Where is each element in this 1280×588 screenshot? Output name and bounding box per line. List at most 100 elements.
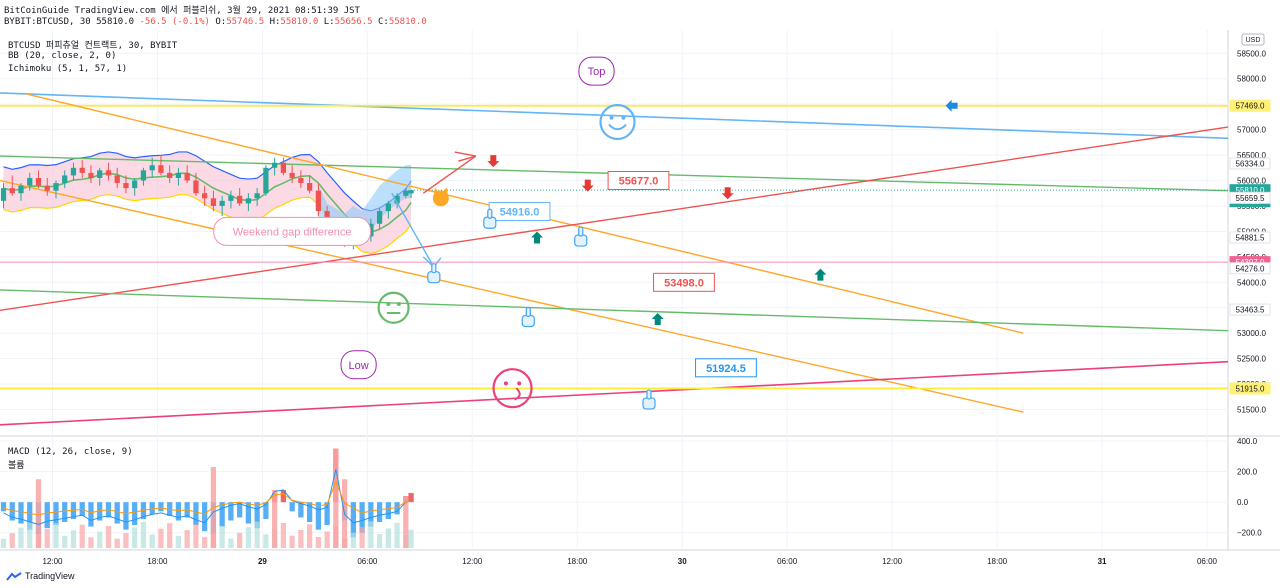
macd-histogram-bar (263, 502, 269, 519)
macd-histogram-bar (27, 502, 33, 530)
chart-area[interactable]: 58500.058000.057500.057000.056500.056000… (0, 30, 1280, 570)
neutral-face-icon (377, 291, 410, 324)
trendline (0, 360, 1229, 426)
price-axis-label: 54881.5 (1229, 231, 1271, 244)
macd-tick-label: −200.0 (1237, 529, 1262, 538)
candle (228, 190, 234, 209)
candle (307, 175, 313, 194)
volume-bar (280, 522, 287, 548)
time-tick-label: 12:00 (42, 557, 63, 566)
confused-face-icon (492, 368, 533, 409)
candle (298, 170, 304, 189)
volume-bar (298, 529, 304, 548)
time-tick-label: 12:00 (462, 557, 483, 566)
smiley-face-icon-mouth (608, 123, 627, 131)
candle (202, 185, 208, 206)
volume-bar (315, 537, 321, 548)
macd-histogram-bar (53, 502, 59, 526)
macd-line (3, 469, 412, 525)
candle (219, 195, 225, 217)
candle-body (114, 175, 120, 184)
annotation-callout-text: 54916.0 (500, 207, 540, 219)
tradingview-logo[interactable]: TradingView (6, 571, 75, 581)
macd-histogram-bar (44, 502, 50, 529)
volume-bar (70, 530, 77, 548)
arrow-up-icon (531, 231, 544, 244)
time-tick-label: 12:00 (882, 557, 903, 566)
macd-histogram-bar (237, 502, 243, 518)
time-tick-label: 18:00 (987, 557, 1008, 566)
candle-body (376, 211, 383, 224)
volume-bar (105, 526, 112, 548)
annotation-bubble-text: Weekend gap difference (233, 226, 352, 238)
projection-arrow-down (391, 192, 435, 268)
time-tick-label: 29 (258, 557, 267, 566)
candle-body (254, 193, 260, 199)
candle-body (184, 172, 190, 181)
volume-bar (175, 535, 182, 548)
macd-histogram-bar (254, 502, 260, 529)
volume-bar (53, 523, 59, 548)
open-value: 55746.5 (226, 17, 265, 27)
candle (272, 157, 278, 176)
currency-label: USD (1246, 37, 1261, 44)
candle-body (307, 183, 313, 191)
pointer-hand-icon (483, 208, 497, 229)
annotation-callout-bg (607, 171, 670, 191)
volume-bar (140, 521, 147, 548)
macd-histogram-bar (9, 502, 15, 521)
volume-bar (219, 525, 225, 548)
arrow-down-icon (581, 179, 594, 192)
candle-body (315, 190, 321, 212)
time-tick-label: 18:00 (567, 557, 588, 566)
candle-body (123, 183, 129, 189)
price-axis-label-text: 51915.0 (1236, 384, 1265, 393)
price-axis-label-bg (1229, 191, 1271, 204)
price-axis-label-text: 56334.0 (1236, 160, 1265, 169)
volume-bar (394, 522, 400, 548)
macd-histogram-bar (280, 489, 287, 503)
time-tick-label: 31 (1098, 557, 1107, 566)
candle (263, 165, 269, 196)
candle (140, 167, 147, 186)
publish-info: BitCoinGuide TradingView.com 에서 퍼블리쉬, 3월… (4, 6, 360, 16)
low-value: 55656.5 (334, 17, 373, 27)
annotation-bubble-bg (578, 56, 615, 86)
bollinger-upper (3, 151, 412, 212)
candle (385, 200, 391, 219)
candle (184, 165, 190, 184)
macd-signal-line (3, 480, 412, 516)
candle (289, 165, 295, 184)
chart-svg[interactable]: 58500.058000.057500.057000.056500.056000… (0, 30, 1280, 570)
price-axis-label-bg (1229, 382, 1271, 395)
pointer-hand-icon-palm (427, 271, 441, 284)
annotation-bubble-bg (213, 216, 372, 246)
annotation-callout-text: 53498.0 (664, 277, 704, 289)
pointer-hand-icon (642, 389, 656, 410)
candle-body (245, 198, 252, 204)
neutral-face-icon-eye (396, 302, 401, 307)
macd-histogram-bar (324, 502, 330, 526)
candle-body (62, 175, 68, 184)
macd-histogram-bar (114, 502, 120, 524)
volume-spike-bar (333, 448, 339, 548)
price-tick-label: 58500.0 (1237, 49, 1266, 58)
smiley-face-icon-eye (621, 115, 626, 120)
volume-bar (324, 531, 330, 548)
macd-histogram-bar (132, 502, 138, 526)
legend-symbol: BTCUSD 퍼피츄얼 컨트랙트, 30, BYBIT (8, 41, 178, 51)
cat-icon-head (432, 190, 449, 207)
volume-bar (0, 538, 7, 548)
macd-histogram-bar (193, 502, 199, 526)
candle (0, 183, 7, 209)
price-tick-label: 53000.0 (1237, 329, 1266, 338)
pointer-hand-icon-finger (578, 226, 584, 237)
price-axis-label: 56334.0 (1229, 157, 1271, 170)
candle (114, 167, 120, 189)
price-axis-label: 53463.5 (1229, 303, 1271, 316)
volume-bar (123, 533, 129, 548)
arrow-up-icon (651, 312, 664, 325)
price-tick-label: 56000.0 (1237, 177, 1266, 186)
candle (245, 193, 252, 212)
macd-tick-label: 0.0 (1237, 498, 1249, 507)
